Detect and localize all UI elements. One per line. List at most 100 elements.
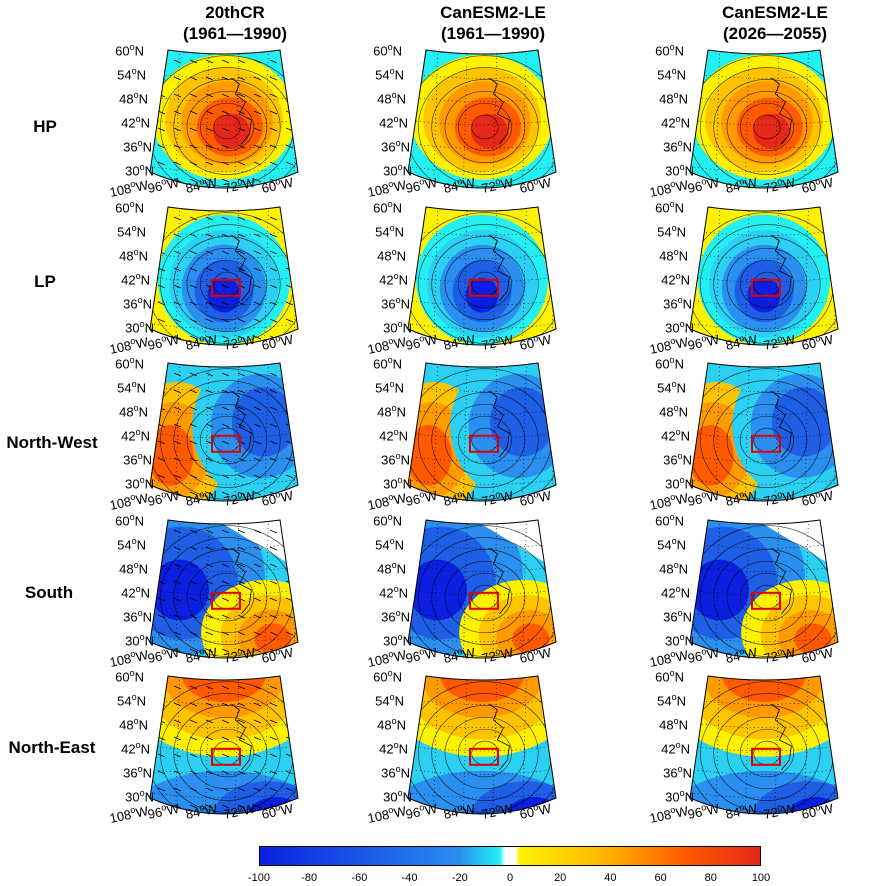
latitude-tick: 30oN xyxy=(665,788,694,805)
map-panel-r3-c0 xyxy=(150,520,298,658)
latitude-tick: 30oN xyxy=(665,162,694,179)
latitude-tick: 48oN xyxy=(659,560,688,577)
latitude-tick: 42oN xyxy=(661,740,690,757)
latitude-tick: 42oN xyxy=(379,740,408,757)
latitude-tick: 48oN xyxy=(377,247,406,264)
latitude-tick: 54oN xyxy=(657,692,686,709)
latitude-tick: 42oN xyxy=(661,114,690,131)
colorbar-tick-label: -80 xyxy=(301,872,318,884)
latitude-tick: 48oN xyxy=(119,403,148,420)
latitude-tick: 60oN xyxy=(115,668,144,685)
latitude-tick: 30oN xyxy=(665,319,694,336)
study-region-box xyxy=(211,591,241,610)
colorbar-tick-label: -100 xyxy=(247,872,271,884)
study-region-box xyxy=(469,591,499,610)
latitude-tick: 48oN xyxy=(377,403,406,420)
latitude-tick: 60oN xyxy=(655,199,684,216)
map-border xyxy=(149,206,299,346)
latitude-tick: 30oN xyxy=(125,162,154,179)
column-title-line1: 20thCR xyxy=(205,3,265,22)
row-label-3: South xyxy=(24,583,74,602)
study-region-box xyxy=(211,747,241,766)
map-border xyxy=(407,49,557,189)
latitude-tick: 42oN xyxy=(121,740,150,757)
latitude-tick: 54oN xyxy=(657,66,686,83)
latitude-tick: 36oN xyxy=(381,764,410,781)
latitude-tick: 60oN xyxy=(115,355,144,372)
map-border xyxy=(407,362,557,502)
map-panel-r4-c1 xyxy=(408,676,556,814)
latitude-tick: 30oN xyxy=(383,319,412,336)
latitude-tick: 60oN xyxy=(115,512,144,529)
column-title-2: CanESM2-LE (2026—2055) xyxy=(675,2,875,44)
latitude-tick: 42oN xyxy=(661,427,690,444)
colorbar-tick-label: 80 xyxy=(704,872,717,884)
map-panel-r1-c2 xyxy=(690,207,838,345)
latitude-tick: 60oN xyxy=(373,512,402,529)
map-border xyxy=(149,675,299,815)
latitude-tick: 54oN xyxy=(117,536,146,553)
map-panel-r0-c2 xyxy=(690,50,838,188)
row-label-1: LP xyxy=(34,272,56,291)
colorbar-tick-label: 60 xyxy=(654,872,667,884)
study-region-box xyxy=(751,278,781,297)
latitude-tick: 60oN xyxy=(655,668,684,685)
map-border xyxy=(689,206,839,346)
map-border xyxy=(689,49,839,189)
latitude-tick: 30oN xyxy=(665,475,694,492)
map-border xyxy=(149,519,299,659)
latitude-tick: 54oN xyxy=(375,692,404,709)
latitude-tick: 30oN xyxy=(383,475,412,492)
latitude-tick: 48oN xyxy=(659,90,688,107)
latitude-tick: 60oN xyxy=(655,355,684,372)
latitude-tick: 54oN xyxy=(657,536,686,553)
column-title-1: CanESM2-LE (1961—1990) xyxy=(393,2,593,44)
latitude-tick: 30oN xyxy=(383,162,412,179)
latitude-tick: 36oN xyxy=(663,295,692,312)
latitude-tick: 60oN xyxy=(655,42,684,59)
map-border xyxy=(689,519,839,659)
column-title-line2: (1961—1990) xyxy=(441,24,545,43)
latitude-tick: 48oN xyxy=(377,560,406,577)
study-region-box xyxy=(469,278,499,297)
latitude-tick: 54oN xyxy=(375,66,404,83)
latitude-tick: 30oN xyxy=(383,788,412,805)
latitude-tick: 42oN xyxy=(379,584,408,601)
latitude-tick: 60oN xyxy=(115,42,144,59)
latitude-tick: 54oN xyxy=(117,66,146,83)
latitude-tick: 36oN xyxy=(663,451,692,468)
latitude-tick: 42oN xyxy=(121,271,150,288)
map-panel-r0-c0 xyxy=(150,50,298,188)
map-panel-r1-c1 xyxy=(408,207,556,345)
map-border xyxy=(689,362,839,502)
latitude-tick: 36oN xyxy=(123,764,152,781)
column-title-line1: CanESM2-LE xyxy=(440,3,546,22)
latitude-tick: 36oN xyxy=(381,138,410,155)
column-title-line2: (2026—2055) xyxy=(723,24,827,43)
latitude-tick: 48oN xyxy=(377,716,406,733)
map-border xyxy=(689,675,839,815)
latitude-tick: 54oN xyxy=(657,223,686,240)
latitude-tick: 54oN xyxy=(117,379,146,396)
colorbar-tick-label: -60 xyxy=(351,872,368,884)
column-title-0: 20thCR (1961—1990) xyxy=(135,2,335,44)
map-border xyxy=(149,362,299,502)
latitude-tick: 54oN xyxy=(117,692,146,709)
row-label-0: HP xyxy=(33,117,57,136)
latitude-tick: 30oN xyxy=(383,632,412,649)
latitude-tick: 36oN xyxy=(123,451,152,468)
study-region-box xyxy=(751,591,781,610)
latitude-tick: 60oN xyxy=(373,668,402,685)
latitude-tick: 42oN xyxy=(121,427,150,444)
latitude-tick: 42oN xyxy=(661,584,690,601)
latitude-tick: 48oN xyxy=(659,403,688,420)
latitude-tick: 36oN xyxy=(123,295,152,312)
latitude-tick: 60oN xyxy=(115,199,144,216)
colorbar-tick-label: 40 xyxy=(604,872,617,884)
study-region-box xyxy=(469,747,499,766)
row-label-2: North-West xyxy=(6,433,98,452)
column-title-line2: (1961—1990) xyxy=(183,24,287,43)
colorbar-tick-label: 0 xyxy=(506,872,514,884)
latitude-tick: 36oN xyxy=(381,295,410,312)
